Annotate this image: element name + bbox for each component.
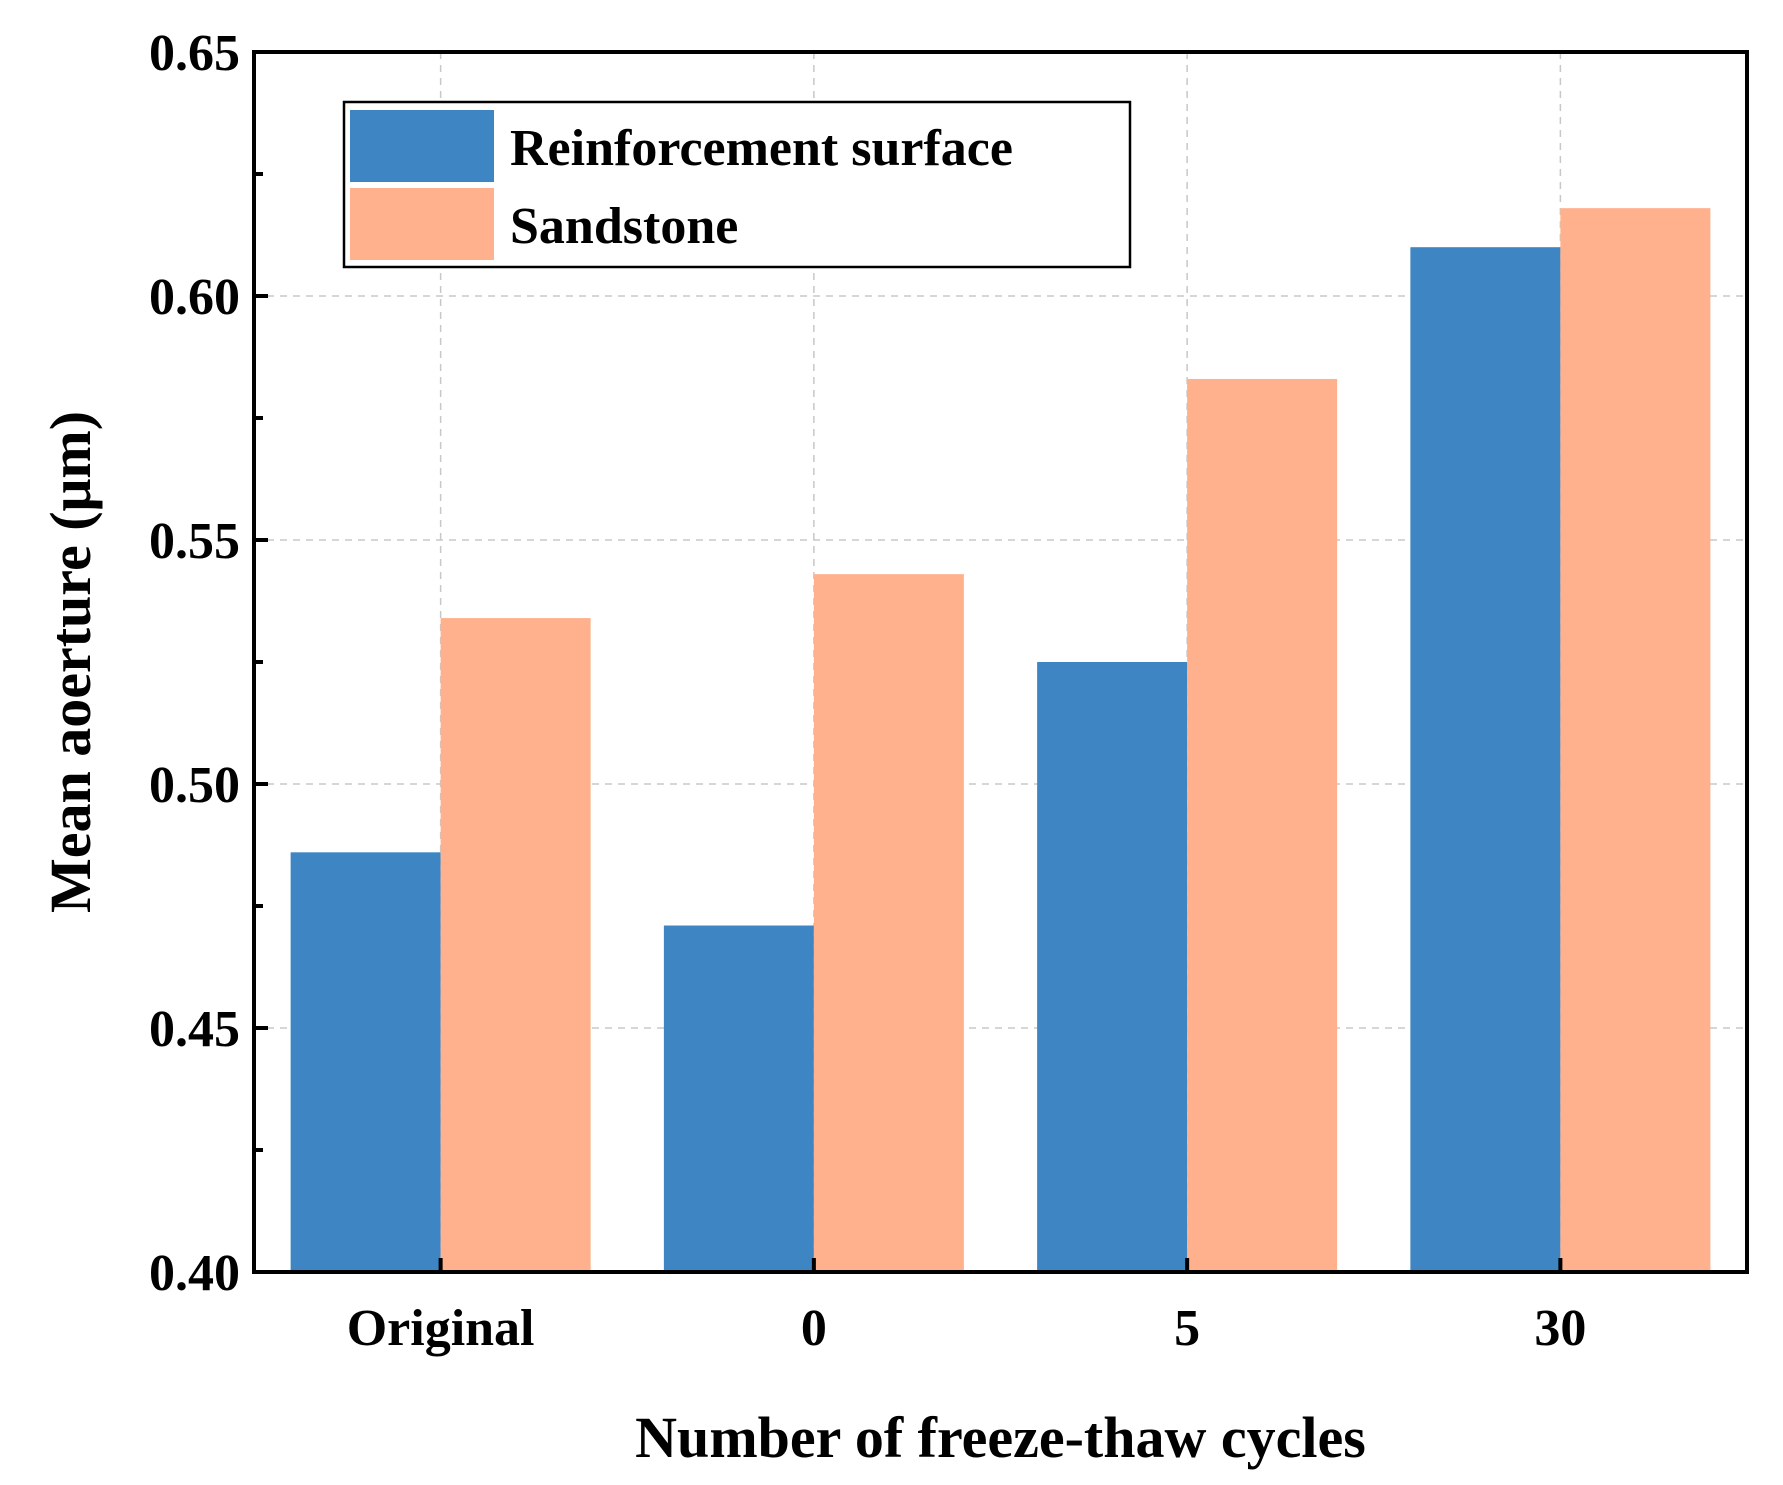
bars (290, 208, 1711, 1273)
x-axis-title: Number of freeze-thaw cycles (635, 1405, 1366, 1470)
bar-sandstone (1187, 378, 1338, 1273)
bar-sandstone (1560, 208, 1711, 1272)
x-tick-label: 5 (1174, 1300, 1200, 1357)
y-axis-title: Mean aoerture (μm) (38, 411, 103, 913)
y-tick-label: 0.65 (149, 25, 240, 82)
x-tick-label: 0 (801, 1300, 827, 1357)
bar-reinforcement-surface (1410, 247, 1561, 1273)
axis-ticks: 0.40 0.45 0.50 0.55 0.60 0.65 Original 0 5 30 (149, 25, 1586, 1357)
bar-reinforcement-surface (290, 852, 441, 1272)
bar-reinforcement-surface (1037, 662, 1188, 1272)
y-tick-label: 0.40 (149, 1245, 240, 1302)
bar-sandstone (440, 618, 591, 1272)
y-tick-label: 0.55 (149, 513, 240, 570)
legend-label: Reinforcement surface (510, 120, 1013, 177)
bar-reinforcement-surface (663, 925, 814, 1272)
legend-swatch (350, 110, 494, 182)
y-tick-label: 0.60 (149, 269, 240, 326)
x-tick-label: Original (347, 1300, 535, 1357)
x-tick-label: 30 (1534, 1300, 1586, 1357)
legend-swatch (350, 188, 494, 260)
y-tick-label: 0.45 (149, 1001, 240, 1058)
legend-label: Sandstone (510, 198, 738, 255)
y-tick-label: 0.50 (149, 757, 240, 814)
bar-sandstone (813, 574, 964, 1272)
legend: Reinforcement surface Sandstone (342, 100, 1132, 269)
